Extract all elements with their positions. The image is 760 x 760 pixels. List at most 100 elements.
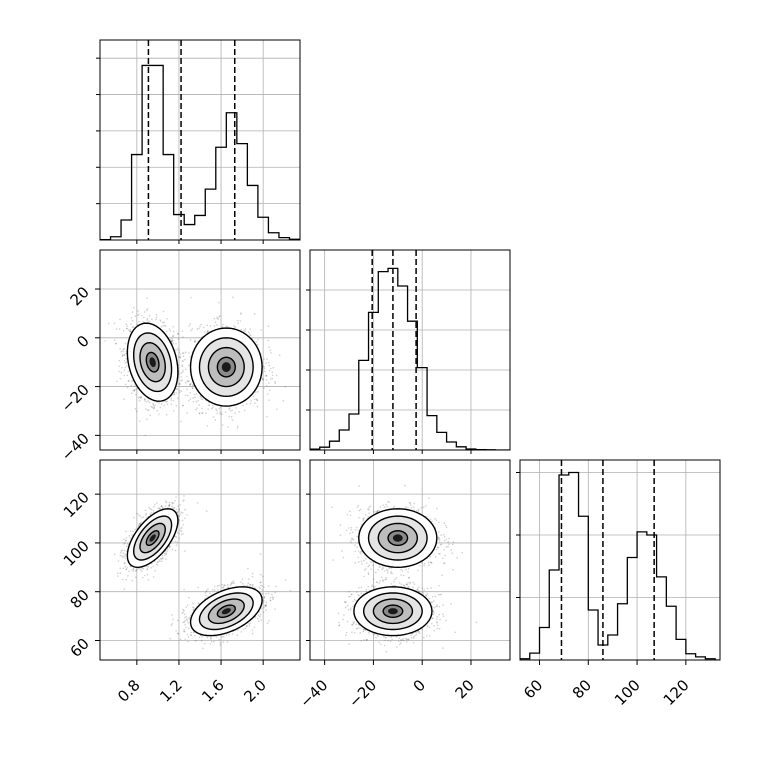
scatter-point	[127, 575, 129, 577]
scatter-point	[139, 523, 141, 526]
scatter-point	[201, 335, 203, 338]
scatter-point	[180, 372, 183, 374]
scatter-point	[235, 407, 238, 409]
scatter-point	[125, 578, 127, 581]
scatter-point	[172, 399, 175, 402]
scatter-point	[124, 539, 127, 542]
scatter-point	[127, 329, 130, 331]
scatter-point	[262, 378, 264, 381]
scatter-point	[113, 339, 116, 341]
scatter-point	[186, 514, 188, 516]
scatter-point	[175, 508, 178, 511]
scatter-point	[206, 330, 209, 332]
scatter-point	[133, 389, 135, 391]
scatter-point	[165, 552, 168, 554]
scatter-point	[209, 637, 212, 639]
scatter-point	[184, 550, 186, 552]
scatter-point	[171, 339, 174, 342]
scatter-point	[267, 361, 270, 364]
scatter-point	[264, 375, 267, 377]
panel-grid	[310, 250, 510, 450]
scatter-point	[127, 543, 129, 545]
contour-line	[216, 356, 236, 378]
scatter-point	[155, 502, 158, 504]
scatter-point	[140, 521, 142, 524]
scatter-point	[249, 328, 251, 330]
scatter-point	[271, 377, 274, 380]
scatter-point	[194, 341, 197, 343]
scatter-point	[166, 317, 168, 320]
scatter-point	[156, 409, 159, 412]
scatter-point	[188, 325, 190, 327]
scatter-point	[189, 323, 192, 325]
scatter-point	[144, 398, 146, 401]
scatter-point	[170, 397, 173, 400]
scatter-point	[125, 539, 127, 542]
scatter-point	[146, 308, 149, 310]
scatter-point	[134, 528, 137, 531]
scatter-point	[173, 393, 175, 396]
scatter-point	[118, 328, 121, 330]
scatter-point	[180, 379, 182, 382]
scatter-point	[142, 567, 144, 570]
scatter-point	[125, 568, 128, 571]
scatter-point	[205, 412, 207, 415]
scatter-point	[175, 349, 177, 352]
scatter-point	[165, 553, 168, 556]
contour-line	[207, 346, 245, 388]
scatter-point	[138, 420, 141, 423]
scatter-point	[227, 426, 229, 428]
scatter-point	[222, 323, 224, 326]
scatter-point	[136, 323, 139, 326]
scatter-point	[253, 313, 256, 315]
scatter-point	[165, 501, 168, 504]
scatter-point	[179, 529, 181, 532]
scatter-point	[199, 395, 202, 397]
scatter-point	[126, 325, 128, 328]
scatter-point	[144, 434, 147, 437]
scatter-point	[169, 503, 171, 506]
scatter-point	[212, 416, 215, 418]
scatter-point	[131, 311, 134, 313]
scatter-point	[120, 350, 123, 353]
scatter-point	[158, 560, 161, 563]
scatter-point	[147, 321, 149, 323]
scatter-point	[141, 576, 144, 579]
scatter-point	[194, 339, 197, 341]
scatter-point	[123, 354, 126, 356]
scatter-point	[125, 352, 127, 355]
scatter-point	[123, 538, 125, 540]
scatter-point	[201, 398, 204, 401]
scatter-point	[267, 339, 270, 342]
scatter-point	[187, 640, 189, 643]
scatter-point	[173, 506, 175, 509]
scatter-point	[147, 399, 150, 402]
scatter-point	[266, 416, 268, 418]
scatter-point	[263, 367, 266, 370]
scatter-point	[172, 335, 174, 337]
scatter-point	[122, 348, 125, 351]
scatter-point	[119, 377, 122, 380]
scatter-point	[133, 384, 136, 387]
scatter-point	[168, 501, 171, 504]
scatter-point	[123, 374, 126, 377]
scatter-point	[137, 567, 140, 570]
scatter-point	[182, 404, 184, 407]
scatter-point	[263, 370, 266, 373]
scatter-point	[146, 567, 149, 570]
scatter-point	[162, 557, 164, 559]
scatter-point	[207, 408, 210, 410]
scatter-point	[150, 508, 153, 511]
scatter-point	[119, 348, 121, 350]
scatter-point	[228, 408, 231, 411]
scatter-point	[184, 619, 186, 622]
scatter-point	[278, 354, 281, 356]
scatter-point	[156, 564, 159, 566]
scatter-point	[242, 404, 244, 407]
scatter-point	[164, 505, 167, 507]
scatter-point	[181, 371, 184, 373]
scatter-point	[184, 368, 187, 371]
scatter-point	[126, 374, 129, 377]
histogram-step-p2	[310, 267, 510, 450]
scatter-point	[123, 347, 126, 350]
